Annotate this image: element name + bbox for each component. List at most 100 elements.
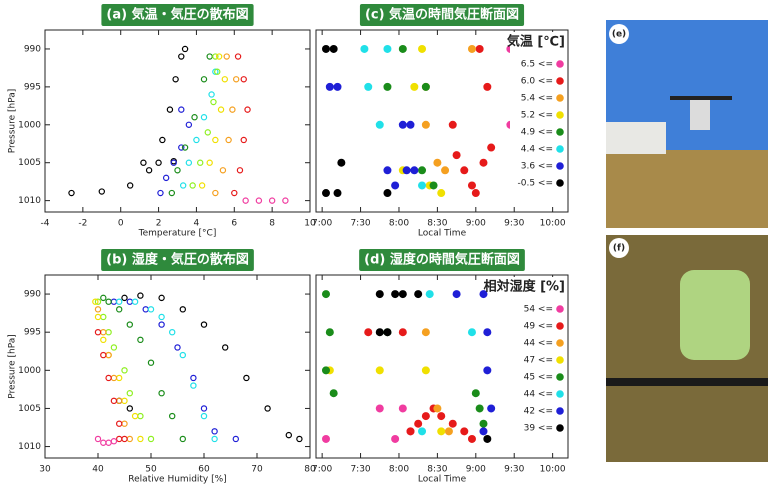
x-tick-label: 8:30	[427, 465, 447, 475]
data-point	[479, 427, 487, 435]
y-tick-label: 995	[24, 328, 41, 338]
photo-drone	[690, 100, 710, 130]
x-tick-label: 50	[145, 465, 157, 475]
data-point	[383, 328, 391, 336]
data-point	[376, 366, 384, 374]
data-point	[422, 83, 430, 91]
data-point	[326, 328, 334, 336]
legend-label: 4.4 <=	[521, 145, 553, 155]
y-tick-label: 1000	[18, 120, 41, 130]
x-tick-label: 9:30	[504, 465, 524, 475]
photo-f: (f)	[606, 235, 768, 462]
data-point	[376, 328, 384, 336]
data-point	[476, 404, 484, 412]
data-point	[445, 427, 453, 435]
legend-swatch	[556, 94, 564, 102]
data-point	[422, 328, 430, 336]
data-point	[426, 290, 434, 298]
data-point	[483, 83, 491, 91]
chart-title: (a) 気温・気圧の散布図	[106, 7, 248, 23]
photo-building	[606, 122, 666, 154]
data-point	[399, 328, 407, 336]
x-axis-label: Local Time	[418, 229, 467, 239]
legend-label: 6.5 <=	[521, 60, 553, 70]
y-tick-label: 1000	[18, 366, 41, 376]
data-point	[322, 189, 330, 197]
data-point	[391, 290, 399, 298]
x-tick-label: 7:30	[350, 219, 370, 229]
data-point	[403, 166, 411, 174]
legend-label: 44 <=	[524, 390, 553, 400]
x-tick-label: 6	[231, 219, 237, 229]
legend-label: 44 <=	[524, 339, 553, 349]
legend-label: 45 <=	[524, 373, 553, 383]
chart-title: (c) 気温の時間気圧断面図	[365, 7, 519, 23]
x-tick-label: 7:00	[312, 465, 332, 475]
data-point	[399, 121, 407, 129]
legend-swatch	[556, 179, 564, 187]
data-point	[383, 166, 391, 174]
photo-label: (f)	[613, 244, 625, 254]
data-point	[449, 121, 457, 129]
plot-frame	[45, 275, 310, 458]
y-tick-label: 995	[24, 82, 41, 92]
data-point	[487, 144, 495, 152]
x-tick-label: 40	[92, 465, 104, 475]
data-point	[391, 435, 399, 443]
data-point	[453, 290, 461, 298]
legend-swatch	[556, 128, 564, 136]
data-point	[433, 159, 441, 167]
data-point	[418, 166, 426, 174]
data-point	[383, 45, 391, 53]
data-point	[383, 83, 391, 91]
data-point	[330, 389, 338, 397]
data-point	[483, 366, 491, 374]
legend-swatch	[556, 424, 564, 432]
data-point	[476, 45, 484, 53]
data-point	[422, 121, 430, 129]
data-point	[337, 159, 345, 167]
data-point	[364, 328, 372, 336]
x-tick-label: 7:00	[312, 219, 332, 229]
data-point	[330, 45, 338, 53]
data-point	[437, 427, 445, 435]
x-tick-label: 60	[198, 465, 210, 475]
legend-swatch	[556, 111, 564, 119]
data-point	[449, 420, 457, 428]
data-point	[479, 420, 487, 428]
x-tick-label: 9:30	[504, 219, 524, 229]
x-tick-label: 7:30	[350, 465, 370, 475]
x-tick-label: 2	[156, 219, 162, 229]
legend-title: 気温 [℃]	[507, 34, 565, 50]
data-point	[433, 404, 441, 412]
data-point	[399, 290, 407, 298]
data-point	[422, 412, 430, 420]
data-point	[472, 389, 480, 397]
data-point	[326, 83, 334, 91]
legend-label: 5.2 <=	[521, 111, 553, 121]
legend-swatch	[556, 145, 564, 153]
legend-swatch	[556, 305, 564, 313]
legend-swatch	[556, 356, 564, 364]
x-tick-label: -4	[41, 219, 50, 229]
data-point	[479, 159, 487, 167]
photo-drone-arms	[670, 96, 732, 100]
legend-label: 49 <=	[524, 322, 553, 332]
data-point	[418, 427, 426, 435]
data-point	[430, 181, 438, 189]
x-tick-label: 8	[269, 219, 275, 229]
data-point	[468, 435, 476, 443]
data-point	[472, 189, 480, 197]
data-point	[418, 181, 426, 189]
y-tick-label: 1005	[18, 404, 41, 414]
x-tick-label: 8:00	[389, 219, 409, 229]
photo-label: (e)	[612, 30, 626, 40]
data-point	[437, 189, 445, 197]
y-tick-label: 1010	[18, 196, 41, 206]
photo-ground	[606, 150, 768, 228]
data-point	[376, 404, 384, 412]
y-tick-label: 1005	[18, 158, 41, 168]
legend-swatch	[556, 373, 564, 381]
